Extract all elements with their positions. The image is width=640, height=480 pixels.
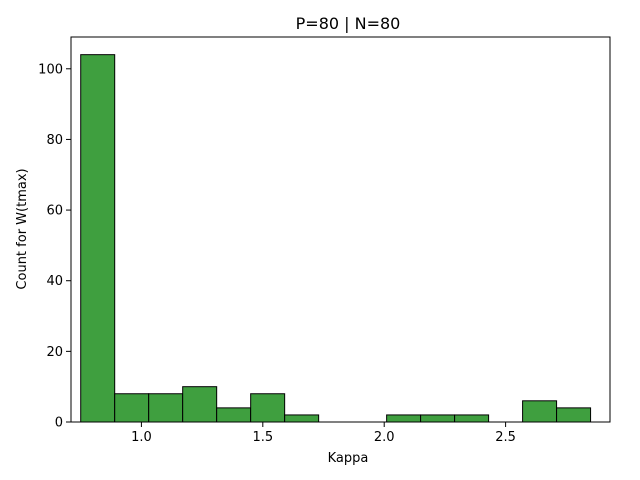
histogram-bar-2 [148, 393, 184, 423]
plot-frame [70, 36, 611, 423]
y-tick-label: 80 [46, 133, 63, 148]
y-tick-label: 60 [46, 204, 63, 219]
y-tick-label: 40 [46, 274, 63, 289]
histogram-bar-1 [114, 393, 150, 423]
x-tick-label: 2.0 [374, 430, 395, 445]
histogram-bar-13 [522, 400, 558, 423]
x-tick-label: 1.5 [252, 430, 273, 445]
x-axis-ticks: 1.0 1.5 2.0 2.5 [131, 422, 516, 445]
histogram-bar-0 [80, 54, 116, 423]
histogram-bar-6 [284, 414, 320, 423]
histogram-bar-9 [386, 414, 422, 423]
chart-title: P=80 | N=80 [296, 14, 401, 33]
y-tick-label: 20 [46, 345, 63, 360]
histogram-bars [80, 54, 592, 423]
histogram-bar-3 [182, 386, 218, 423]
x-tick-label: 2.5 [495, 430, 516, 445]
y-tick-label: 100 [38, 62, 63, 77]
histogram-bar-4 [216, 407, 252, 423]
histogram-bar-10 [420, 414, 456, 423]
histogram-bar-14 [556, 407, 592, 423]
y-axis-ticks: 0 20 40 60 80 100 [38, 62, 71, 431]
y-tick-label: 0 [55, 416, 63, 431]
histogram-bar-5 [250, 393, 286, 423]
histogram-bar-11 [454, 414, 490, 423]
y-axis-label: Count for W(tmax) [15, 168, 30, 289]
x-tick-label: 1.0 [131, 430, 152, 445]
x-axis-label: Kappa [328, 451, 369, 466]
